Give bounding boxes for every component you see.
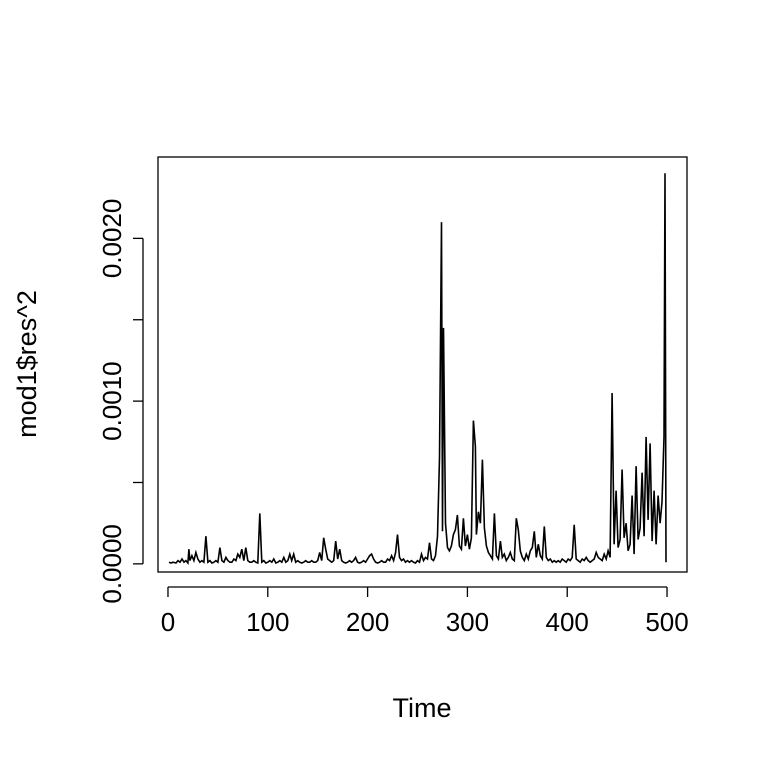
series-layer <box>168 173 667 566</box>
plot-area-box <box>157 156 688 573</box>
y-axis-title: mod1$res^2 <box>12 290 42 438</box>
y-tick-label: 0.0010 <box>97 361 127 441</box>
x-tick-label: 0 <box>161 607 175 637</box>
x-axis: 0 100 200 300 400 500 <box>161 586 689 637</box>
x-tick-label: 300 <box>446 607 489 637</box>
x-axis-title: Time <box>393 693 452 723</box>
series-line-0 <box>168 173 667 566</box>
x-tick-label: 100 <box>246 607 289 637</box>
y-axis: 0.0000 0.0010 0.0020 <box>97 199 144 604</box>
y-tick-label: 0.0000 <box>97 524 127 604</box>
x-tick-label: 200 <box>346 607 389 637</box>
y-tick-label: 0.0020 <box>97 199 127 279</box>
x-tick-label: 400 <box>546 607 589 637</box>
x-tick-label: 500 <box>645 607 688 637</box>
